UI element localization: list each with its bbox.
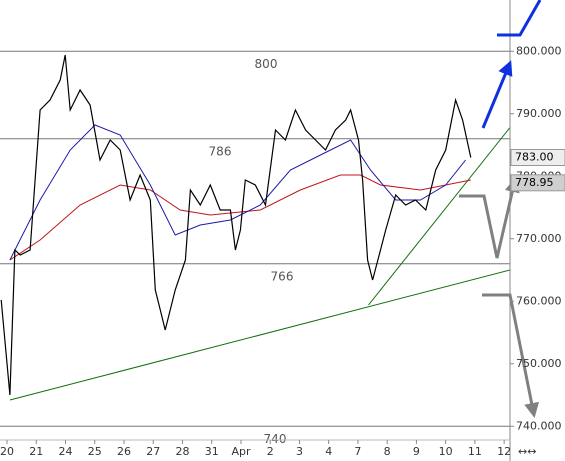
price-label: 778.95 [515, 176, 554, 189]
plot-area: 800 786 766 740 [0, 50, 511, 446]
moving-average [9, 174, 471, 261]
arrow-down [482, 293, 540, 418]
x-tick-label: 12 [497, 445, 511, 458]
y-tick-label: 750.000 [516, 357, 562, 370]
x-tick-label: 11 [468, 445, 482, 458]
x-tick-label: 10 [439, 445, 453, 458]
x-tick-label: 3 [296, 445, 303, 458]
x-tick-label: 21 [29, 445, 43, 458]
y-tick-label: 770.000 [516, 232, 562, 245]
y-tick-label: 760.000 [516, 294, 562, 307]
y-tick-label: 740.000 [516, 419, 562, 432]
x-tick-label: 27 [146, 445, 160, 458]
trend-line [9, 269, 511, 401]
price-label-box [510, 174, 565, 192]
trend-line [368, 127, 511, 306]
scroll-icons[interactable]: ↔↔ [518, 445, 536, 458]
x-tick-label: 20 [0, 445, 14, 458]
x-tick-label: 26 [117, 445, 131, 458]
arrow-path [497, 0, 542, 37]
x-tick-label: 25 [88, 445, 102, 458]
price-label-box [510, 149, 565, 166]
level-label: 766 [271, 269, 294, 283]
y-tick-label: 800.000 [516, 44, 562, 57]
x-tick-label: 4 [325, 445, 332, 458]
x-tick-label: 8 [384, 445, 391, 458]
price-label: 783.00 [515, 151, 554, 164]
level-label: 800 [255, 57, 278, 71]
arrow-path [459, 177, 520, 259]
x-tick-label: 28 [175, 445, 189, 458]
x-tick-label: 2 [267, 445, 274, 458]
level-label: 786 [209, 144, 232, 158]
x-tick-label: 9 [413, 445, 420, 458]
x-tick-label: 24 [59, 445, 73, 458]
x-tick-label: Apr [231, 445, 251, 458]
arrow-up [481, 60, 513, 129]
y-tick-label: 790.000 [516, 107, 562, 120]
price-line [0, 54, 472, 396]
x-tick-label: 31 [205, 445, 219, 458]
x-tick-label: 7 [354, 445, 361, 458]
level-label: 740 [264, 432, 287, 446]
